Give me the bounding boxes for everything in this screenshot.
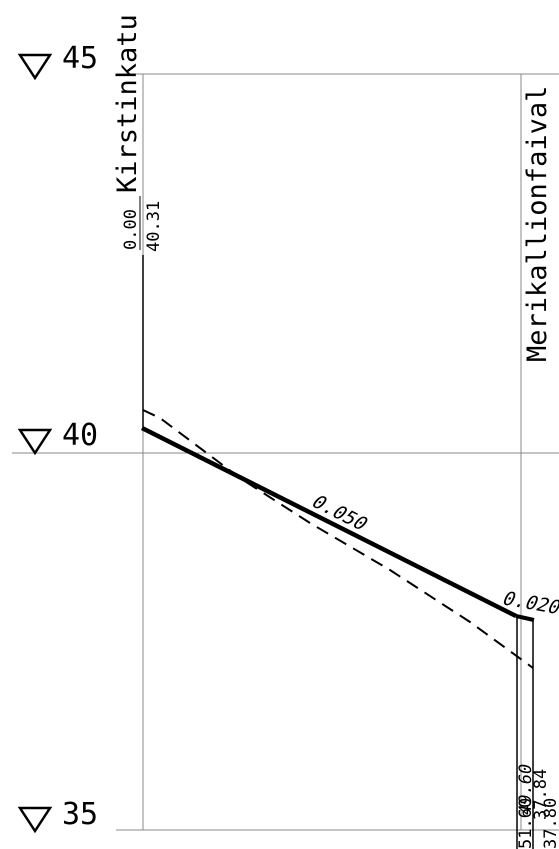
level-label-40: 40 xyxy=(62,418,98,453)
end-distance-bottom: 51.60 xyxy=(516,798,536,849)
street-name-end: Merikallionfaival xyxy=(522,86,553,362)
level-label-45: 45 xyxy=(62,41,98,76)
level-triangle-icon xyxy=(17,53,53,81)
end-elevation-design: 37.84 xyxy=(531,769,551,820)
level-marker-40: 40 xyxy=(17,418,98,456)
end-elevation-existing: 37.80 xyxy=(541,798,559,849)
level-marker-35: 35 xyxy=(17,797,98,834)
street-name-start: Kirstinkatu xyxy=(112,14,143,193)
level-label-35: 35 xyxy=(62,797,98,832)
existing-ground-line xyxy=(142,409,534,669)
level-triangle-icon xyxy=(17,806,53,834)
edge-slope-line xyxy=(515,614,535,622)
design-grade-line xyxy=(140,425,518,619)
start-distance-label: 0.00 xyxy=(121,209,141,250)
level-triangle-icon xyxy=(17,428,53,456)
start-elevation-label: 40.31 xyxy=(144,201,164,252)
end-distance-top: 49.60 xyxy=(516,762,536,817)
level-marker-45: 45 xyxy=(17,41,98,81)
